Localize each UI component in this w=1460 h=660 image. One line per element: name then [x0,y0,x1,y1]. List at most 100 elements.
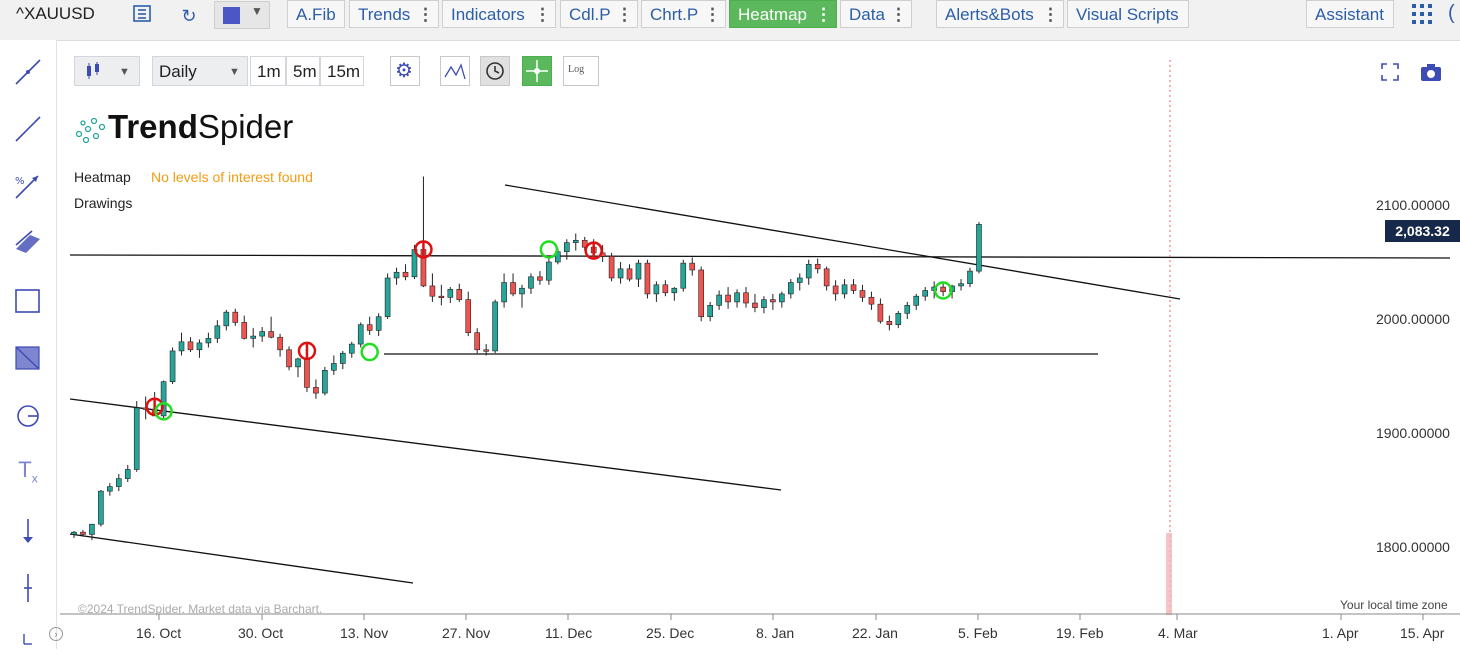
chart-type-select[interactable]: ▼ [74,56,140,86]
candle-body [707,305,713,318]
candle-body [689,262,696,271]
text-tool-icon[interactable]: Tx [18,457,38,486]
crosshair-button[interactable] [522,56,552,86]
more-icon[interactable]: ⋮ [815,5,832,24]
candle-body [313,387,319,394]
assistant-button[interactable]: Assistant [1306,0,1394,28]
chevron-down-icon: ▼ [251,4,263,18]
heatmap-legend-label[interactable]: Heatmap [74,169,131,185]
candle-body [734,292,740,303]
top-toolbar: ^XAUUSD ↻ ▼ A.Fib Trends ⋮ Indicators ⋮ Cd… [0,0,1460,41]
candle-body [895,312,902,325]
sell-signal-marker [297,341,317,361]
cdlp-button[interactable]: Cdl.P ⋮ [560,0,638,28]
candle-body [357,324,364,345]
svg-text:%: % [15,176,25,187]
alerts-bots-button[interactable]: Alerts&Bots ⋮ [936,0,1064,28]
fill-rectangle-tool-icon[interactable] [12,342,44,374]
ray-tool-icon[interactable] [12,113,44,145]
settings-button[interactable]: ⚙ [390,56,420,86]
interval-select[interactable]: Daily ▼ [152,56,248,86]
copyright-text: ©2024 TrendSpider. Market data via Barch… [78,602,323,616]
heatmap-status: No levels of interest found [151,169,313,185]
trendline-tool-icon[interactable] [12,56,44,88]
candle-body [662,284,669,294]
candle-body [71,531,77,535]
x-axis-tick-label: 8. Jan [756,625,795,641]
candle-body [98,490,104,525]
descending-trendline [504,184,1181,300]
chrtp-button[interactable]: Chrt.P ⋮ [641,0,726,28]
watchlist-icon[interactable] [128,2,156,30]
camera-icon[interactable] [1420,62,1442,87]
candle-body [89,523,95,535]
candle-body [949,285,955,292]
interval-value: Daily [159,62,197,81]
more-tools-icon[interactable] [12,628,44,660]
arrow-down-tool-icon[interactable] [12,515,44,547]
buy-signal-marker [539,240,559,259]
indicators-button[interactable]: Indicators ⋮ [442,0,556,28]
button-label: Data [849,5,885,24]
trends-button[interactable]: Trends ⋮ [349,0,439,28]
sell-signal-marker [145,397,164,417]
candle-body [868,297,875,305]
candle-body [187,341,194,351]
visual-scripts-button[interactable]: Visual Scripts [1067,0,1189,28]
more-icon[interactable]: ⋮ [417,5,434,24]
timezone-label[interactable]: Your local time zone [1340,598,1448,612]
more-icon[interactable]: ⋮ [616,5,633,24]
candle-body [528,276,534,289]
heatmap-button[interactable]: Heatmap ⋮ [729,0,837,28]
drawings-legend-label[interactable]: Drawings [74,195,133,211]
log-label: Log [568,64,585,75]
expand-toolbar-icon[interactable]: › [49,627,63,641]
rectangle-tool-icon[interactable] [12,285,44,317]
candle-body [151,408,158,417]
ticker-input[interactable]: ^XAUUSD [16,4,95,23]
color-picker-button[interactable]: ▼ [214,1,270,29]
circle-tool-icon[interactable] [12,400,44,432]
fullscreen-icon[interactable] [1381,63,1399,86]
candle-body [510,282,516,295]
more-icon[interactable]: ⋮ [890,5,907,24]
channel-tool-icon[interactable] [12,227,44,259]
replay-button[interactable] [480,56,510,86]
data-button[interactable]: Data ⋮ [840,0,912,28]
interval-5m-button[interactable]: 5m [286,56,320,86]
compare-button[interactable] [440,56,470,86]
vertical-line-tool-icon[interactable] [12,572,44,604]
candle-body [725,294,731,303]
more-icon[interactable]: ⋮ [704,5,721,24]
candle-body [465,299,472,333]
apps-grid-icon[interactable] [1410,2,1434,31]
interval-15m-button[interactable]: 15m [320,56,364,86]
candle-body [268,331,274,338]
candle-body [474,332,481,351]
candle-body [80,531,86,535]
afib-button[interactable]: A.Fib [287,0,345,28]
interval-1m-button[interactable]: 1m [250,56,286,86]
candle-body [572,240,579,243]
button-label: Alerts&Bots [945,5,1034,24]
buy-signal-marker [360,342,379,362]
x-axis-tick-label: 15. Apr [1400,625,1445,641]
log-scale-button[interactable]: Log [563,56,599,86]
candle-body [429,285,436,297]
candle-body [384,277,391,318]
x-axis-tick-label: 5. Feb [958,625,998,641]
interval-label: 5m [293,62,317,81]
line-chart-icon [444,63,466,80]
x-axis-tick-label: 13. Nov [340,625,389,641]
candle-body [501,282,507,303]
refresh-icon[interactable]: ↻ [181,6,197,26]
more-icon[interactable]: ⋮ [1042,5,1059,24]
candle-body [976,224,982,272]
more-icon[interactable]: ⋮ [534,5,551,24]
percent-line-tool-icon[interactable]: % [12,170,44,202]
help-icon[interactable]: ( [1448,2,1455,24]
button-label: Visual Scripts [1076,5,1179,24]
button-label: Heatmap [738,5,807,24]
drawing-toolbar: % Tx [0,40,57,649]
